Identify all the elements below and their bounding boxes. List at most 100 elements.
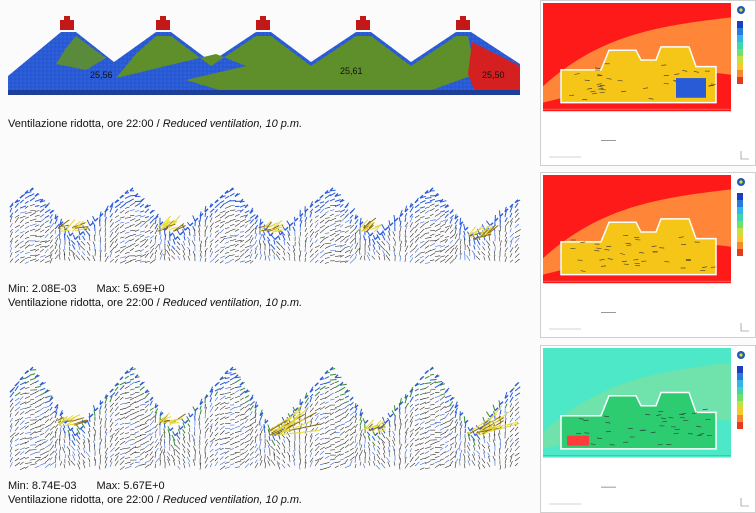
vector-arrow — [214, 417, 219, 422]
vector-arrow — [309, 203, 314, 208]
vector-arrow — [99, 236, 102, 242]
vector-arrow — [104, 255, 109, 263]
vector-arrow — [279, 230, 286, 236]
vector-arrow — [191, 240, 196, 247]
vector-arrow — [29, 366, 34, 371]
vector-arrow — [89, 222, 94, 227]
vector-arrow — [329, 232, 336, 237]
vector-arrow — [504, 458, 507, 464]
vector-arrow — [349, 447, 354, 451]
vector-arrow — [314, 460, 320, 467]
vector-arrow — [454, 462, 457, 469]
vector-arrow — [304, 208, 309, 213]
vector-arrow — [119, 221, 125, 224]
vector-arrow — [263, 424, 266, 429]
vector-arrow — [173, 459, 176, 466]
vector-arrow — [154, 442, 160, 449]
temperature-label: 25,61 — [340, 66, 363, 76]
vector-arrow — [139, 437, 146, 441]
vector-arrow — [424, 227, 431, 229]
vector-arrow — [239, 387, 246, 391]
vector-arrow — [54, 233, 60, 240]
velocity-vectors-panel-1 — [6, 176, 522, 268]
vector-arrow — [94, 234, 96, 242]
vector-arrow — [119, 209, 125, 214]
vector-arrow — [129, 378, 135, 381]
vector-arrow — [514, 462, 519, 467]
vent-jet-arrow — [371, 224, 382, 231]
vector-arrow — [369, 239, 371, 246]
vector-arrow — [224, 261, 231, 264]
vector-arrow — [224, 447, 231, 449]
vector-arrow — [24, 410, 31, 414]
vector-arrow — [154, 428, 158, 434]
vector-arrow — [119, 260, 127, 264]
vector-arrow — [249, 421, 255, 426]
vector-arrow — [139, 215, 146, 218]
vector-arrow — [9, 388, 14, 393]
vent-jet-arrow — [374, 420, 382, 428]
vector-arrow — [29, 459, 36, 461]
vector-arrow — [44, 395, 51, 399]
vector-arrow — [409, 247, 416, 253]
vector-arrow — [473, 245, 476, 250]
vector-arrow — [334, 255, 342, 257]
vector-arrow — [359, 461, 362, 466]
vector-arrow — [124, 381, 131, 385]
vector-arrow — [424, 370, 429, 375]
vector-arrow — [434, 257, 440, 262]
vector-arrow — [271, 249, 276, 255]
vector-arrow — [259, 459, 263, 466]
vector-arrow — [598, 88, 604, 90]
vector-arrow — [93, 409, 96, 416]
vector-arrow — [314, 387, 321, 392]
vector-arrow — [154, 457, 160, 464]
vector-arrow — [119, 376, 124, 381]
vector-arrow — [514, 416, 521, 422]
vector-arrow — [29, 463, 37, 466]
vector-arrow — [270, 445, 276, 451]
vector-arrow — [504, 463, 507, 469]
vent-jet-arrow — [72, 220, 81, 228]
vector-arrow — [319, 385, 326, 391]
vector-arrow — [263, 426, 266, 434]
vector-arrow — [224, 392, 231, 394]
vector-arrow — [144, 250, 149, 254]
vector-arrow — [209, 458, 215, 463]
vector-arrow — [366, 230, 371, 237]
vector-arrow — [304, 232, 309, 238]
vector-arrow — [119, 216, 125, 219]
legend-swatch — [737, 63, 743, 70]
vector-arrow — [299, 216, 302, 222]
vector-arrow — [339, 423, 345, 426]
vector-arrow — [80, 241, 86, 246]
vector-arrow — [439, 427, 446, 431]
vector-arrow — [504, 226, 506, 232]
vector-arrow — [109, 237, 115, 243]
vector-arrow — [514, 411, 520, 417]
vector-arrow — [244, 259, 252, 264]
vent-jet-arrow — [58, 422, 65, 426]
vector-arrow — [509, 412, 514, 418]
vector-arrow — [419, 206, 426, 209]
vector-arrow — [286, 431, 291, 438]
vector-arrow — [372, 244, 376, 250]
vector-arrow — [409, 206, 414, 213]
vector-arrow — [424, 426, 431, 429]
vector-arrow — [354, 219, 359, 225]
vector-arrow — [309, 228, 314, 233]
vector-arrow — [66, 446, 71, 451]
vector-arrow — [364, 452, 367, 459]
vector-arrow — [169, 446, 171, 451]
vector-arrow — [254, 408, 257, 414]
vector-arrow — [509, 388, 514, 393]
vector-arrow — [214, 406, 219, 412]
vector-arrow — [389, 222, 394, 227]
vector-arrow — [19, 240, 24, 244]
vector-arrow — [419, 452, 425, 456]
vector-arrow — [139, 234, 145, 238]
vector-arrow — [339, 438, 345, 441]
vector-arrow — [119, 407, 126, 411]
vector-arrow — [209, 431, 214, 438]
vector-arrow — [439, 422, 446, 426]
